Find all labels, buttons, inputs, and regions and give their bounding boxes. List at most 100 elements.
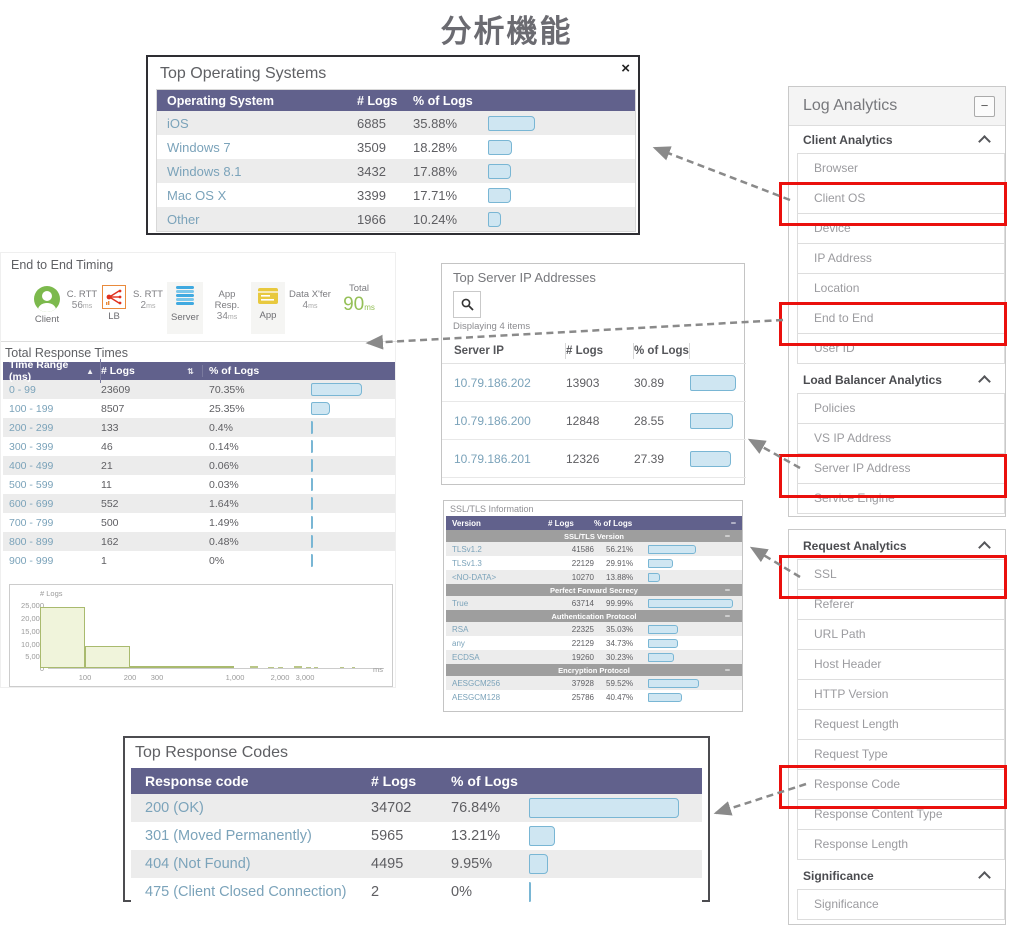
table-row: Windows 8.1 3432 17.88%	[157, 159, 635, 183]
time-range-link[interactable]: 900 - 999	[9, 554, 54, 567]
ms-unit: ms	[364, 303, 375, 312]
sidebar-item-url-path[interactable]: URL Path	[798, 620, 1004, 650]
server-ip-link[interactable]: 10.79.186.200	[454, 413, 531, 428]
time-range-link[interactable]: 300 - 399	[9, 440, 54, 453]
server-ip-link[interactable]: 10.79.186.202	[454, 375, 531, 390]
sidebar-item-client-os[interactable]: Client OS	[798, 184, 1004, 214]
pct-value: 17.71%	[413, 187, 458, 203]
os-link[interactable]: Other	[167, 211, 200, 227]
close-icon[interactable]: ×	[621, 60, 630, 77]
section-request-analytics[interactable]: Request Analytics	[789, 532, 1005, 559]
col-pct-logs[interactable]: % of Logs	[209, 365, 260, 377]
sidebar-item-ip-address[interactable]: IP Address	[798, 244, 1004, 274]
col-pct-logs[interactable]: % of Logs	[594, 518, 633, 528]
ssl-link[interactable]: True	[452, 598, 469, 608]
pct-value: 0.48%	[209, 535, 239, 548]
time-range-link[interactable]: 600 - 699	[9, 497, 54, 510]
col-logs[interactable]: # Logs	[357, 93, 398, 108]
col-logs[interactable]: # Logs ⇅	[101, 365, 203, 377]
ssl-link[interactable]: TLSv1.2	[452, 544, 482, 554]
sidebar-item-response-length[interactable]: Response Length	[798, 830, 1004, 860]
pct-bar	[311, 459, 313, 472]
time-range-link[interactable]: 200 - 299	[9, 421, 54, 434]
col-pct-logs[interactable]: % of Logs	[634, 342, 690, 359]
ssl-link[interactable]: <NO-DATA>	[452, 572, 497, 582]
panel-title: End to End Timing	[11, 258, 114, 272]
col-response-code[interactable]: Response code	[145, 773, 249, 789]
section-authentication-protocol[interactable]: Authentication Protocol −	[446, 610, 742, 622]
sidebar-item-location[interactable]: Location	[798, 274, 1004, 304]
col-logs[interactable]: # Logs	[371, 773, 417, 789]
ssl-link[interactable]: AESGCM256	[452, 678, 501, 688]
table-row: True 63714 99.99%	[446, 596, 742, 610]
collapse-icon[interactable]: −	[724, 665, 730, 675]
time-range-link[interactable]: 700 - 799	[9, 516, 54, 529]
sort-icon[interactable]: ⇅	[187, 366, 194, 376]
sidebar-item-host-header[interactable]: Host Header	[798, 650, 1004, 680]
col-logs[interactable]: # Logs	[548, 518, 574, 528]
time-range-link[interactable]: 0 - 99	[9, 383, 36, 396]
os-link[interactable]: Windows 8.1	[167, 163, 242, 179]
sidebar-item-response-content-type[interactable]: Response Content Type	[798, 800, 1004, 830]
section-client-analytics[interactable]: Client Analytics	[789, 126, 1005, 153]
sidebar-item-response-code[interactable]: Response Code	[798, 770, 1004, 800]
col-version[interactable]: Version	[452, 518, 481, 528]
ssl-link[interactable]: TLSv1.3	[452, 558, 482, 568]
time-range-link[interactable]: 800 - 899	[9, 535, 54, 548]
collapse-icon[interactable]: −	[730, 518, 736, 528]
sidebar-item-ssl[interactable]: SSL	[798, 560, 1004, 590]
sidebar-item-browser[interactable]: Browser	[798, 154, 1004, 184]
os-link[interactable]: Mac OS X	[167, 187, 227, 203]
sidebar-item-vs-ip-address[interactable]: VS IP Address	[798, 424, 1004, 454]
table-row: TLSv1.3 22129 29.91%	[446, 556, 742, 570]
time-range-link[interactable]: 500 - 599	[9, 478, 54, 491]
collapse-button[interactable]: −	[974, 95, 995, 117]
sidebar-item-http-version[interactable]: HTTP Version	[798, 680, 1004, 710]
ssl-link[interactable]: any	[452, 638, 465, 648]
sort-asc-icon[interactable]: ▲	[86, 366, 94, 376]
sidebar-item-service-engine[interactable]: Service Engine	[798, 484, 1004, 514]
collapse-icon[interactable]: −	[724, 611, 730, 621]
sidebar-item-server-ip-address[interactable]: Server IP Address	[798, 454, 1004, 484]
section-perfect-forward-secrecy[interactable]: Perfect Forward Secrecy −	[446, 584, 742, 596]
search-button[interactable]	[453, 291, 481, 318]
ssl-link[interactable]: AESGCM128	[452, 692, 501, 702]
sidebar-item-policies[interactable]: Policies	[798, 394, 1004, 424]
chevron-up-icon	[978, 540, 991, 554]
sidebar-item-significance[interactable]: Significance	[798, 890, 1004, 920]
sidebar-item-end-to-end[interactable]: End to End	[798, 304, 1004, 334]
section-ssl-tls-version[interactable]: SSL/TLS Version −	[446, 530, 742, 542]
sidebar-item-user-id[interactable]: User ID	[798, 334, 1004, 364]
response-code-link[interactable]: 475 (Client Closed Connection)	[145, 884, 347, 900]
col-logs[interactable]: # Logs	[566, 342, 634, 359]
col-pct-logs[interactable]: % of Logs	[413, 93, 473, 108]
ssl-link[interactable]: ECDSA	[452, 652, 480, 662]
collapse-icon[interactable]: −	[724, 585, 730, 595]
time-range-link[interactable]: 400 - 499	[9, 459, 54, 472]
logs-value: 22325	[571, 624, 594, 634]
table-header: Operating System # Logs % of Logs	[157, 90, 635, 111]
collapse-icon[interactable]: −	[724, 531, 730, 541]
time-range-link[interactable]: 100 - 199	[9, 402, 54, 415]
pct-value: 13.21%	[451, 828, 501, 844]
response-code-link[interactable]: 200 (OK)	[145, 800, 204, 816]
sidebar-item-referer[interactable]: Referer	[798, 590, 1004, 620]
pct-value: 0.03%	[209, 478, 239, 491]
sidebar-item-device[interactable]: Device	[798, 214, 1004, 244]
response-code-link[interactable]: 404 (Not Found)	[145, 856, 251, 872]
server-ip-link[interactable]: 10.79.186.201	[454, 451, 531, 466]
section-significance[interactable]: Significance	[789, 862, 1005, 889]
response-code-link[interactable]: 301 (Moved Permanently)	[145, 828, 312, 844]
ssl-tls-panel: SSL/TLS Information Version # Logs % of …	[443, 500, 743, 712]
sidebar-item-request-length[interactable]: Request Length	[798, 710, 1004, 740]
os-link[interactable]: iOS	[167, 115, 189, 131]
section-encryption-protocol[interactable]: Encryption Protocol −	[446, 664, 742, 676]
col-operating-system[interactable]: Operating System	[167, 93, 274, 108]
col-server-ip[interactable]: Server IP	[442, 342, 566, 359]
col-time-range[interactable]: Time Range (ms) ▲	[3, 359, 101, 383]
section-load-balancer-analytics[interactable]: Load Balancer Analytics	[789, 366, 1005, 393]
col-pct-logs[interactable]: % of Logs	[451, 773, 518, 789]
os-link[interactable]: Windows 7	[167, 139, 231, 155]
ssl-link[interactable]: RSA	[452, 624, 469, 634]
